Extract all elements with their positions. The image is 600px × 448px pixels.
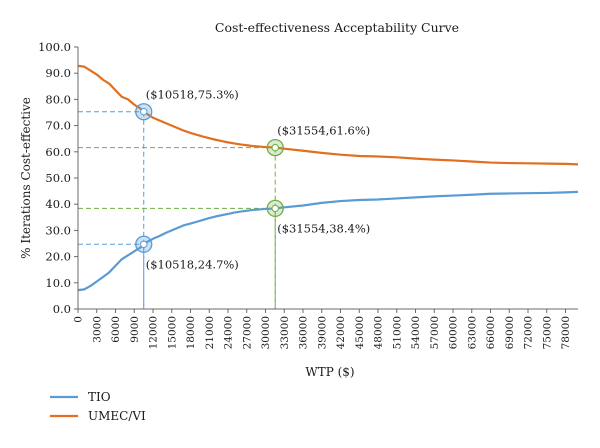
- legend-label: TIO: [88, 390, 111, 404]
- x-tick-label: 18000: [185, 316, 197, 349]
- x-tick-label: 6000: [110, 316, 122, 343]
- annotation-guides: [78, 111, 276, 309]
- series-line-umec-vi: [77, 64, 579, 166]
- y-tick-label: 80.0: [45, 92, 71, 106]
- series-line-tio: [77, 190, 579, 292]
- y-tick-label: 20.0: [45, 250, 71, 264]
- y-axis-ticks: 0.0 10.0 20.0 30.0 40.0 50.0 60.0 70.0 80.0 90.0 1…: [38, 40, 78, 316]
- x-tick-label: 15000: [166, 316, 178, 349]
- annotation-label: ($31554,38.4%): [277, 221, 370, 235]
- annotation-marker-dot: [140, 240, 148, 248]
- chart-title: Cost-effectiveness Acceptability Curve: [215, 20, 459, 35]
- x-tick-label: 33000: [279, 316, 291, 349]
- x-axis-title: WTP ($): [305, 365, 354, 379]
- x-tick-label: 78000: [560, 316, 572, 349]
- legend-label: UMEC/VI: [88, 409, 146, 423]
- annotation-marker-dot: [271, 204, 279, 213]
- y-tick-label: 60.0: [45, 145, 71, 159]
- x-tick-label: 72000: [523, 316, 535, 349]
- x-tick-label: 3000: [91, 316, 103, 343]
- y-tick-label: 10.0: [45, 276, 71, 290]
- x-tick-label: 0: [73, 316, 85, 323]
- x-tick-label: 45000: [354, 316, 366, 349]
- y-tick-label: 30.0: [45, 223, 71, 237]
- x-tick-label: 60000: [448, 316, 460, 349]
- axes: [77, 47, 578, 310]
- x-tick-label: 69000: [504, 316, 516, 349]
- annotation-label: ($31554,61.6%): [277, 124, 370, 138]
- x-axis-ticks: 0 3000 6000 9000 12000 15000 18000 21000 24000 27…: [73, 309, 572, 349]
- y-tick-label: 100.0: [38, 40, 71, 54]
- x-tick-label: 63000: [466, 316, 478, 349]
- y-tick-label: 90.0: [45, 66, 71, 80]
- y-tick-label: 40.0: [45, 197, 71, 211]
- annotation-marker-dot: [140, 108, 148, 116]
- x-tick-label: 42000: [335, 316, 347, 349]
- y-tick-label: 50.0: [45, 171, 71, 185]
- x-tick-label: 12000: [148, 316, 160, 349]
- y-tick-label: 70.0: [45, 119, 71, 133]
- annotation-marker-dot: [271, 143, 279, 152]
- x-tick-label: 57000: [429, 316, 441, 349]
- x-tick-label: 75000: [541, 316, 553, 349]
- x-tick-label: 21000: [204, 316, 216, 349]
- series-lines: [77, 64, 579, 292]
- x-tick-label: 24000: [223, 316, 235, 349]
- x-tick-label: 51000: [391, 316, 403, 349]
- x-tick-label: 39000: [316, 316, 328, 349]
- annotation-label: ($10518,75.3%): [146, 88, 239, 102]
- legend: TIO UMEC/VI: [50, 390, 146, 423]
- x-tick-label: 54000: [410, 316, 422, 349]
- x-tick-label: 48000: [373, 316, 385, 349]
- x-tick-label: 9000: [129, 316, 141, 343]
- annotation-markers: ($10518,75.3%) ($10518,24.7%) ($31554,61.6…: [135, 88, 370, 271]
- y-axis-title: % Iterations Cost-effective: [19, 97, 33, 259]
- x-tick-label: 30000: [260, 316, 272, 349]
- y-tick-label: 0.0: [53, 302, 71, 316]
- x-tick-label: 27000: [241, 316, 253, 349]
- annotation-label: ($10518,24.7%): [146, 257, 239, 271]
- x-tick-label: 66000: [485, 316, 497, 349]
- x-tick-label: 36000: [298, 316, 310, 349]
